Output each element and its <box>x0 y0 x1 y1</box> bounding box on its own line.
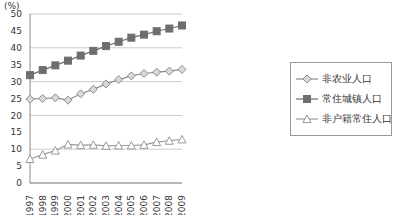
svg-text:2002: 2002 <box>88 195 98 215</box>
svg-text:45: 45 <box>11 26 22 36</box>
svg-text:1998: 1998 <box>38 195 48 215</box>
svg-text:1999: 1999 <box>50 195 60 215</box>
svg-text:2001: 2001 <box>76 195 86 215</box>
svg-text:2000: 2000 <box>63 195 73 215</box>
svg-text:10: 10 <box>11 144 23 154</box>
svg-text:2007: 2007 <box>152 195 162 215</box>
svg-text:2005: 2005 <box>126 195 136 215</box>
svg-text:1997: 1997 <box>25 195 35 215</box>
svg-text:15: 15 <box>11 127 22 137</box>
svg-text:2004: 2004 <box>114 195 124 215</box>
svg-text:2003: 2003 <box>101 195 111 215</box>
html-text:非户籍常住人口: 非户籍常住人口 <box>322 113 392 124</box>
svg-text:2009: 2009 <box>177 195 187 215</box>
svg-text:20: 20 <box>11 111 23 121</box>
svg-text:40: 40 <box>11 43 23 53</box>
svg-text:35: 35 <box>11 60 22 70</box>
svg-text:2006: 2006 <box>139 195 149 215</box>
svg-text:0: 0 <box>16 178 22 188</box>
html-text:常住城镇人口: 常住城镇人口 <box>322 93 382 104</box>
html-text:非农业人口: 非农业人口 <box>322 73 372 84</box>
svg-text:25: 25 <box>11 94 22 104</box>
svg-text:2008: 2008 <box>164 195 174 215</box>
svg-text:50: 50 <box>11 9 23 19</box>
svg-text:5: 5 <box>16 161 22 171</box>
svg-text:30: 30 <box>11 77 23 87</box>
